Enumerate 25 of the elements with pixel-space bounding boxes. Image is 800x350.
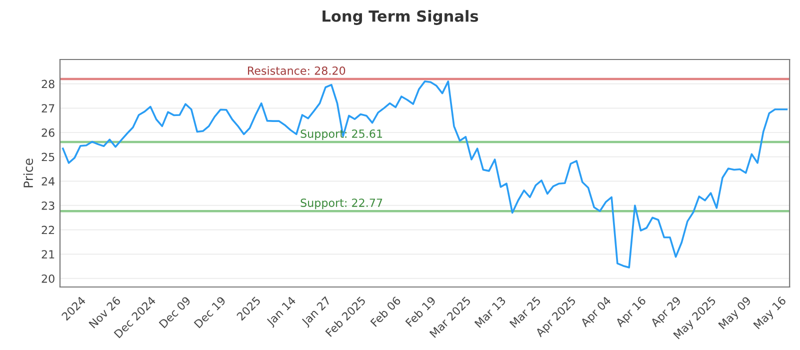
x-tick-label: Mar 25 xyxy=(509,296,542,328)
y-tick-label: 22 xyxy=(42,226,54,234)
x-tick-label: Apr 04 xyxy=(580,296,613,329)
y-tick-label: 28 xyxy=(42,80,54,88)
x-tick-label: Dec 19 xyxy=(194,296,226,328)
y-tick-label: 24 xyxy=(42,177,55,186)
x-tick-label: Feb 19 xyxy=(405,296,436,328)
ref-line-label: Support: 22.77 xyxy=(300,198,382,210)
y-axis-title: Price xyxy=(23,158,34,188)
y-tick-label: 21 xyxy=(42,250,54,258)
y-tick-label: 20 xyxy=(42,274,54,283)
y-tick-label: 25 xyxy=(42,152,54,162)
x-tick-label: Apr 16 xyxy=(614,296,648,329)
line-series xyxy=(62,80,788,268)
y-tick-label: 27 xyxy=(42,104,54,112)
y-tick-label: 23 xyxy=(42,201,54,210)
x-tick-label: Jan 14 xyxy=(266,296,298,328)
ref-line-label: Support: 25.61 xyxy=(300,129,382,140)
x-tick-label: Mar 13 xyxy=(474,296,506,328)
y-tick-label: 26 xyxy=(42,128,54,137)
chart-title: Long Term Signals xyxy=(322,10,478,25)
x-tick-label: Jan 27 xyxy=(300,296,332,328)
x-tick-label: Feb 06 xyxy=(370,296,402,328)
ref-line-label: Resistance: 28.20 xyxy=(248,66,346,75)
x-tick-label: Dec 09 xyxy=(158,296,192,328)
